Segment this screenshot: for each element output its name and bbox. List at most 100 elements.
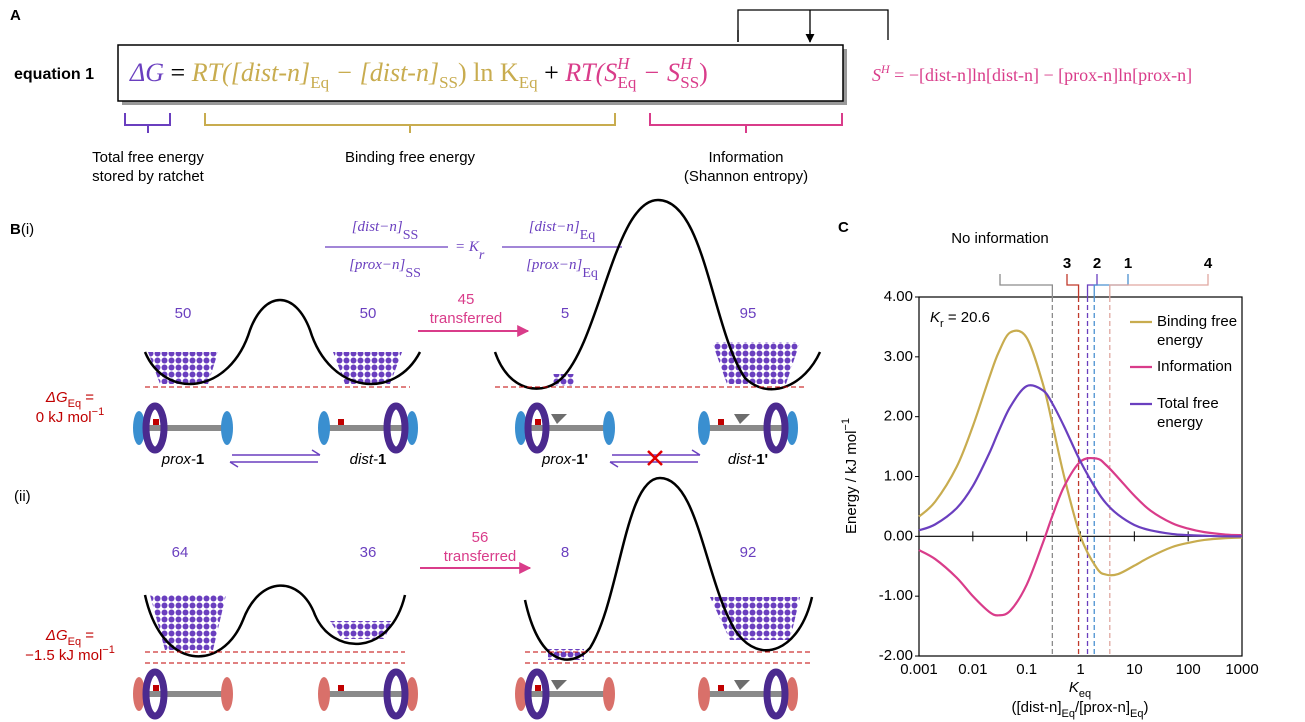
stopper	[221, 411, 233, 445]
stopper	[698, 677, 710, 711]
eq-part: [dist−n]Eq	[529, 219, 596, 242]
marker-label: No information	[950, 229, 1050, 248]
dg-unit: −1	[92, 406, 105, 418]
panel-label: B(i)	[10, 221, 34, 238]
x-axis-note: ([dist-n]Eq/[prox-n]Eq)	[1012, 699, 1149, 720]
axle	[328, 425, 408, 431]
legend-label: Binding free energy	[1157, 312, 1261, 350]
population: 95	[740, 305, 757, 322]
feedback-arrow	[738, 10, 888, 42]
brace-label: stored by ratchet	[92, 168, 205, 185]
eq-part: ) ln K	[458, 58, 519, 87]
shannon-equation: SH = −[dist-n]ln[dist-n] − [prox-n]ln[pr…	[872, 62, 1192, 85]
dg: ΔG	[45, 389, 68, 406]
eq-part: =	[164, 58, 192, 87]
species: 1	[196, 451, 204, 468]
species: dist-	[728, 451, 756, 468]
eq-part: SS	[680, 73, 699, 92]
dg-eq: =	[81, 389, 94, 406]
x-axis-note: Eq	[1130, 708, 1143, 720]
site	[535, 685, 541, 691]
panel-letter: B	[10, 221, 21, 238]
legend-label: Total free energy	[1157, 394, 1261, 432]
eq-part: Eq	[519, 73, 538, 92]
species: dist-	[350, 451, 378, 468]
eq-part: = −[dist-n]ln[dist-n] − [prox-n]ln[prox-…	[890, 65, 1192, 85]
eq-part: SS	[403, 228, 419, 243]
stopper	[603, 677, 615, 711]
equation: ΔG = RT([dist-n]Eq − [dist-n]SS) ln KEq …	[129, 54, 708, 92]
eq-part: [prox−n]	[349, 257, 405, 273]
molecule	[698, 672, 798, 716]
x-axis-label: Keq	[1069, 679, 1091, 700]
marker-connector	[1110, 274, 1208, 297]
axle	[525, 691, 605, 697]
axle	[143, 425, 223, 431]
x-axis-note: )	[1143, 699, 1148, 716]
dg-label: ΔGEq =	[45, 389, 94, 410]
marker-label: 3	[1063, 255, 1071, 272]
brace	[205, 113, 615, 133]
panel-label: C	[838, 219, 849, 236]
blocked-mark	[648, 451, 662, 465]
stopper	[698, 411, 710, 445]
transferred: 45	[458, 291, 475, 308]
species: dist-1	[350, 451, 387, 468]
eq-part: r	[479, 248, 485, 263]
y-tick-label: 0.00	[884, 527, 913, 544]
marker-label: 4	[1204, 255, 1213, 272]
eq-part: )	[699, 58, 708, 87]
eq-part: Eq	[580, 228, 596, 243]
eq-part: +	[538, 58, 566, 87]
x-tick-label: 0.01	[958, 661, 987, 678]
x-tick-label: 100	[1176, 661, 1201, 678]
gate	[734, 680, 750, 690]
panel-sub: (i)	[21, 221, 34, 238]
figure-canvas: A equation 1 ΔG = RT([dist-n]Eq − [dist-…	[0, 0, 1305, 722]
panel-sub: (ii)	[14, 488, 31, 505]
eq-part: RT(S	[564, 58, 617, 87]
axle	[708, 425, 788, 431]
species: 1'	[576, 451, 588, 468]
dg-eq: =	[81, 627, 94, 644]
axle	[525, 425, 605, 431]
molecule	[318, 672, 418, 716]
marker-connector	[1067, 274, 1079, 297]
eq-part: ΔG	[129, 58, 164, 87]
stopper	[603, 411, 615, 445]
x-axis-note: ([dist-n]	[1012, 699, 1062, 716]
arrow-head	[738, 30, 810, 42]
gate	[551, 414, 567, 424]
y-axis-label: Energy / kJ mol	[843, 431, 860, 534]
brace-label: Binding free energy	[345, 149, 476, 166]
transferred: 56	[472, 529, 489, 546]
species: prox-1'	[541, 451, 588, 468]
annotation: Kr = 20.6	[930, 309, 990, 330]
species: 1	[378, 451, 386, 468]
panel-label: A	[10, 7, 21, 24]
y-tick-label: -1.00	[879, 587, 913, 604]
population-dots	[330, 621, 393, 639]
species: 1'	[756, 451, 768, 468]
brace-label: Total free energy	[92, 149, 204, 166]
dg-label: ΔGEq =	[45, 627, 94, 648]
population-dots	[148, 352, 218, 384]
eq-part: RT([dist-n]	[191, 58, 310, 87]
species: prox-	[541, 451, 576, 468]
plot-frame	[919, 297, 1242, 656]
y-tick-label: 2.00	[884, 408, 913, 425]
species: prox-1	[161, 451, 205, 468]
eq-part: SS	[439, 73, 458, 92]
eq-part: = Kr	[455, 239, 485, 262]
molecule	[133, 672, 233, 716]
y-axis-label: Energy / kJ mol−1	[840, 418, 860, 534]
eq-part: [prox−n]	[526, 257, 582, 273]
figure: A equation 1 ΔG = RT([dist-n]Eq − [dist-…	[0, 0, 1305, 722]
site	[535, 419, 541, 425]
y-tick-label: 4.00	[884, 288, 913, 305]
brace-label: (Shannon entropy)	[684, 168, 808, 185]
species: dist-1'	[728, 451, 768, 468]
gate	[734, 414, 750, 424]
molecule	[318, 406, 418, 450]
eq-part: [prox−n]SS	[349, 257, 421, 280]
